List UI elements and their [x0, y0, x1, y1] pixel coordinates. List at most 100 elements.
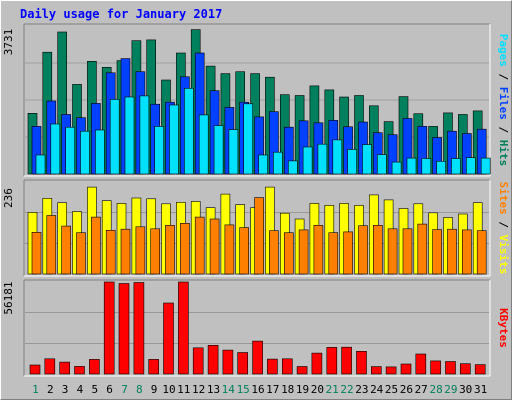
kbytes-bar-day-23	[356, 350, 367, 375]
pages-bar-day-24	[376, 154, 387, 175]
sites-bar-day-22	[343, 231, 353, 275]
pages-bar-day-16	[258, 154, 268, 175]
pages-bar-day-7	[124, 96, 135, 175]
x-label-day-22: 22	[340, 383, 353, 396]
x-label-day-2: 2	[47, 383, 54, 396]
x-label-day-18: 18	[281, 383, 294, 396]
sites-bar-day-21	[328, 232, 339, 275]
x-label-day-31: 31	[474, 383, 487, 396]
sites-bar-day-15	[239, 227, 249, 275]
kbytes-panel: 56181 KBytes	[2, 279, 510, 377]
x-label-day-17: 17	[266, 383, 279, 396]
kbytes-bar-day-3	[59, 361, 71, 375]
hits-files-pages-ymax-label: 3731	[2, 29, 15, 56]
x-label-day-8: 8	[136, 383, 143, 396]
x-label-day-5: 5	[91, 383, 98, 396]
sites-bar-day-14	[224, 224, 235, 275]
visits-sites-legend-label: Sites / Visits	[497, 182, 510, 275]
sites-bar-day-29	[447, 228, 457, 275]
pages-bar-day-27	[421, 158, 432, 175]
kbytes-bar-day-16	[252, 340, 263, 375]
kbytes-bar-day-30	[459, 363, 471, 375]
x-label-day-1: 1	[32, 383, 39, 396]
x-label-day-16: 16	[251, 383, 264, 396]
sites-bar-day-23	[358, 225, 368, 275]
x-label-day-30: 30	[459, 383, 472, 396]
x-label-day-15: 15	[237, 383, 250, 396]
kbytes-bar-day-6	[103, 281, 115, 375]
pages-bar-day-22	[347, 149, 357, 175]
sites-bar-day-27	[417, 223, 428, 275]
legend-part-1: /	[497, 67, 510, 87]
sites-bar-day-4	[76, 232, 86, 275]
x-label-day-21: 21	[326, 383, 339, 396]
legend-part-1: /	[497, 215, 510, 235]
sites-bar-day-1	[31, 232, 42, 275]
hits-files-pages-legend-label: Pages / Files / Hits	[497, 34, 510, 167]
pages-bar-day-3	[65, 126, 75, 175]
sites-bar-day-10	[165, 225, 175, 275]
kbytes-bar-day-19	[296, 366, 308, 375]
pages-bar-day-30	[465, 157, 476, 175]
legend-part-4: Hits	[497, 140, 510, 167]
pages-bar-day-12	[198, 114, 209, 175]
sites-bar-day-26	[402, 228, 413, 275]
sites-bar-day-24	[372, 225, 383, 275]
sites-bar-day-5	[91, 216, 101, 275]
kbytes-bar-day-8	[133, 282, 145, 375]
kbytes-bar-day-4	[74, 366, 85, 375]
sites-bar-day-11	[180, 223, 190, 275]
visits-sites-ymax-label: 236	[2, 188, 15, 208]
x-label-day-11: 11	[177, 383, 190, 396]
x-label-day-9: 9	[151, 383, 158, 396]
kbytes-bar-day-26	[400, 363, 412, 375]
kbytes-bar-day-12	[192, 347, 204, 375]
legend-part-0: Pages	[497, 34, 510, 67]
x-label-day-3: 3	[62, 383, 69, 396]
pages-bar-day-11	[184, 88, 194, 175]
pages-bar-day-25	[391, 161, 402, 175]
legend-part-0: Sites	[497, 182, 510, 215]
x-label-day-10: 10	[162, 383, 175, 396]
x-label-day-12: 12	[192, 383, 205, 396]
legend-part-0: KBytes	[497, 308, 510, 348]
kbytes-bar-day-13	[207, 344, 219, 375]
kbytes-bar-day-24	[370, 366, 382, 375]
pages-bar-day-9	[154, 126, 164, 175]
sites-bar-day-16	[254, 197, 264, 275]
kbytes-bar-day-1	[29, 364, 41, 375]
pages-bar-day-28	[436, 161, 446, 175]
pages-bar-day-5	[95, 129, 105, 175]
pages-bar-day-21	[332, 139, 343, 175]
chart-title: Daily usage for January 2017	[20, 7, 222, 21]
sites-bar-day-30	[461, 229, 472, 275]
kbytes-bar-day-17	[267, 358, 278, 375]
kbytes-bar-day-25	[385, 366, 397, 375]
legend-part-2: Visits	[497, 235, 510, 275]
pages-bar-day-6	[109, 99, 120, 175]
pages-bar-day-31	[480, 157, 491, 175]
x-label-day-19: 19	[296, 383, 309, 396]
x-label-day-13: 13	[207, 383, 220, 396]
x-label-day-29: 29	[444, 383, 457, 396]
sites-bar-day-6	[105, 230, 116, 275]
sites-bar-day-7	[120, 228, 131, 275]
sites-bar-day-31	[476, 230, 487, 275]
pages-bar-day-14	[228, 129, 239, 175]
sites-bar-day-3	[61, 225, 72, 275]
kbytes-bar-day-22	[341, 346, 352, 375]
x-label-day-26: 26	[400, 383, 413, 396]
x-label-day-4: 4	[77, 383, 84, 396]
pages-bar-day-20	[317, 143, 328, 175]
kbytes-bar-day-20	[311, 352, 323, 375]
pages-bar-day-8	[139, 95, 150, 175]
x-label-day-7: 7	[121, 383, 128, 396]
x-label-day-23: 23	[355, 383, 368, 396]
sites-bar-day-20	[313, 225, 324, 275]
kbytes-bar-day-31	[474, 364, 486, 375]
hits-files-pages-panel: 3731 Pages / Files / Hits	[2, 23, 510, 177]
x-label-day-27: 27	[415, 383, 428, 396]
kbytes-bar-day-29	[445, 361, 456, 375]
kbytes-bar-day-27	[415, 353, 427, 375]
